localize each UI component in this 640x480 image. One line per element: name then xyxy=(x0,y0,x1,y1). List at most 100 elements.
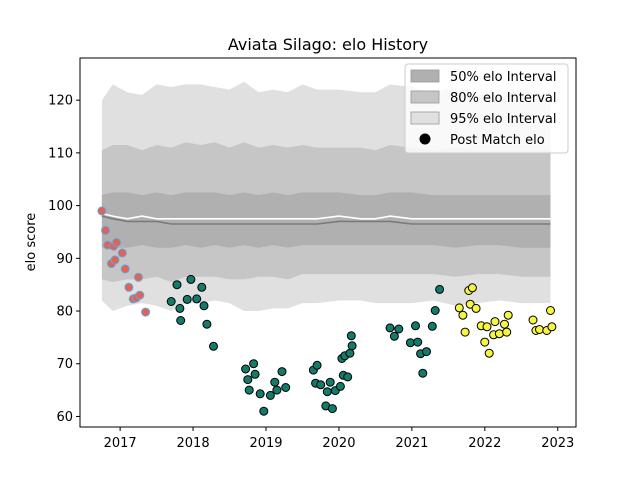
post-match-point xyxy=(249,359,259,369)
post-match-point xyxy=(117,248,127,258)
post-match-point xyxy=(413,337,423,347)
legend-label: 80% elo Interval xyxy=(450,91,557,106)
post-match-point xyxy=(270,377,280,387)
post-match-point xyxy=(394,324,404,334)
y-axis: 60 70 80 90 100 110 120 xyxy=(48,94,80,425)
post-match-point xyxy=(494,329,504,339)
post-match-point xyxy=(335,381,345,391)
post-match-point xyxy=(124,282,134,292)
legend-swatch xyxy=(410,69,440,83)
post-match-point xyxy=(175,303,185,313)
post-match-point xyxy=(347,341,357,351)
post-match-point xyxy=(110,255,120,265)
post-match-point xyxy=(259,406,269,416)
post-match-point xyxy=(202,319,212,329)
post-match-point xyxy=(182,294,192,304)
post-match-point xyxy=(166,297,176,306)
post-match-point xyxy=(176,316,186,325)
post-match-point xyxy=(385,323,395,333)
post-match-point xyxy=(243,375,253,385)
post-match-point xyxy=(192,294,202,304)
band-50 xyxy=(101,192,551,248)
post-match-point xyxy=(312,360,322,370)
post-match-point xyxy=(435,284,445,294)
post-match-point xyxy=(500,319,509,329)
post-match-point xyxy=(135,290,145,300)
post-match-point xyxy=(454,303,464,313)
post-match-point xyxy=(503,310,513,320)
post-match-point xyxy=(101,225,110,235)
y-tick-label: 90 xyxy=(56,252,73,267)
post-match-point xyxy=(244,385,254,395)
x-tick-label: 2021 xyxy=(395,436,428,451)
chart-title: Aviata Silago: elo History xyxy=(228,35,428,54)
post-match-point xyxy=(265,390,275,400)
post-match-point xyxy=(250,369,260,379)
center-lines xyxy=(101,212,551,225)
post-match-point xyxy=(325,377,335,387)
x-tick-label: 2017 xyxy=(104,436,137,451)
y-tick-label: 100 xyxy=(48,199,73,214)
post-match-point xyxy=(471,303,481,313)
post-match-point xyxy=(281,383,291,392)
post-match-point xyxy=(389,331,399,341)
post-match-point xyxy=(343,372,353,382)
y-tick-label: 70 xyxy=(56,357,73,372)
x-tick-label: 2022 xyxy=(468,436,501,451)
post-match-point xyxy=(427,321,437,331)
legend-label: 50% elo Interval xyxy=(450,70,557,85)
post-match-point xyxy=(209,341,218,351)
legend: 50% elo Interval 80% elo Interval 95% elo … xyxy=(404,63,569,154)
post-match-point xyxy=(418,368,428,378)
post-match-point xyxy=(502,327,512,337)
post-match-point xyxy=(112,238,121,247)
post-match-point xyxy=(120,264,130,274)
post-match-point xyxy=(97,206,107,216)
plot-frame xyxy=(79,57,577,428)
x-axis: 2017 2018 2019 2020 2021 2022 2023 xyxy=(104,427,574,451)
post-match-point xyxy=(255,389,265,399)
post-match-point xyxy=(528,315,538,325)
data-points xyxy=(97,206,557,416)
y-tick-label: 120 xyxy=(48,94,73,109)
median-line xyxy=(101,215,551,225)
post-match-point xyxy=(484,348,494,358)
post-match-point xyxy=(172,280,182,290)
post-match-point xyxy=(186,274,196,284)
mean-line xyxy=(101,212,551,220)
x-tick-label: 2023 xyxy=(541,436,574,451)
post-match-point xyxy=(430,306,440,315)
y-tick-label: 80 xyxy=(56,305,73,320)
post-match-point xyxy=(277,367,287,377)
legend-label: 95% elo Interval xyxy=(450,112,557,127)
x-tick-label: 2020 xyxy=(322,436,355,451)
post-match-point xyxy=(458,310,468,320)
y-tick-label: 60 xyxy=(56,410,73,425)
legend-box xyxy=(404,63,569,154)
post-match-point xyxy=(345,348,355,358)
y-axis-label: elo score xyxy=(24,213,39,272)
post-match-point xyxy=(546,306,555,315)
post-match-point xyxy=(241,364,251,374)
post-match-point xyxy=(480,337,490,347)
post-match-point xyxy=(411,321,420,331)
post-match-point xyxy=(141,307,151,317)
post-match-point xyxy=(199,301,209,311)
legend-swatch xyxy=(410,111,440,125)
legend-label: Post Match elo xyxy=(450,133,545,148)
post-match-point xyxy=(482,322,492,332)
post-match-point xyxy=(346,331,356,341)
legend-swatch xyxy=(410,90,440,104)
post-match-point xyxy=(490,317,500,327)
post-match-point xyxy=(327,404,337,414)
legend-marker xyxy=(419,133,431,145)
post-match-point xyxy=(322,387,332,397)
post-match-point xyxy=(197,282,207,292)
y-tick-label: 110 xyxy=(48,146,73,161)
x-tick-label: 2019 xyxy=(249,436,282,451)
post-match-point xyxy=(422,347,431,357)
post-match-point xyxy=(467,283,477,293)
post-match-point xyxy=(405,338,415,348)
x-tick-label: 2018 xyxy=(177,436,210,451)
